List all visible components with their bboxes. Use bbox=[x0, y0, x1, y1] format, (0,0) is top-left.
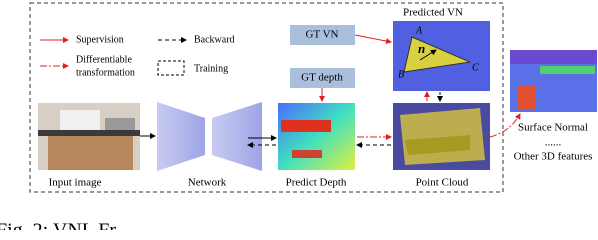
encoder bbox=[157, 102, 205, 171]
vertex-label: A bbox=[415, 25, 423, 36]
normal-label: n bbox=[418, 41, 425, 56]
node-label: Predict Depth bbox=[286, 177, 347, 189]
depth-image bbox=[278, 103, 355, 170]
decoder bbox=[212, 102, 262, 171]
legend-label: Training bbox=[194, 63, 228, 74]
gt-vn-box bbox=[290, 25, 355, 45]
caption: Fig. 2: VNL Fr bbox=[0, 220, 116, 230]
legend-label: Differentiable bbox=[76, 54, 132, 65]
gt-depth-box bbox=[290, 68, 355, 88]
node-label: GT VN bbox=[306, 29, 339, 41]
diagram: Supervision Backward Differentiable tran… bbox=[0, 2, 597, 230]
legend-label: Supervision bbox=[76, 34, 124, 45]
output-label: ...... bbox=[545, 137, 562, 149]
legend-label: Backward bbox=[194, 34, 235, 45]
training-frame bbox=[29, 2, 504, 193]
node-label: Network bbox=[188, 177, 227, 189]
legend: Supervision Backward Differentiable tran… bbox=[40, 34, 235, 78]
input-image bbox=[38, 103, 140, 170]
node-label: GT depth bbox=[301, 72, 343, 84]
surface-normal-image bbox=[510, 50, 597, 112]
predicted-vn-image bbox=[393, 21, 490, 91]
node-label: Predicted VN bbox=[403, 7, 463, 19]
output-label: Surface Normal bbox=[518, 122, 588, 134]
vertex-label: B bbox=[398, 69, 404, 80]
node-label: Input image bbox=[49, 177, 102, 189]
output-label: Other 3D features bbox=[514, 151, 593, 163]
supervision-arrow bbox=[354, 34, 392, 44]
vertex-label: C bbox=[472, 62, 479, 73]
legend-label: transformation bbox=[76, 67, 135, 78]
point-cloud-image bbox=[393, 103, 490, 170]
node-label: Point Cloud bbox=[416, 177, 469, 189]
diff-arrow bbox=[489, 113, 521, 138]
legend-training-box bbox=[157, 60, 185, 76]
